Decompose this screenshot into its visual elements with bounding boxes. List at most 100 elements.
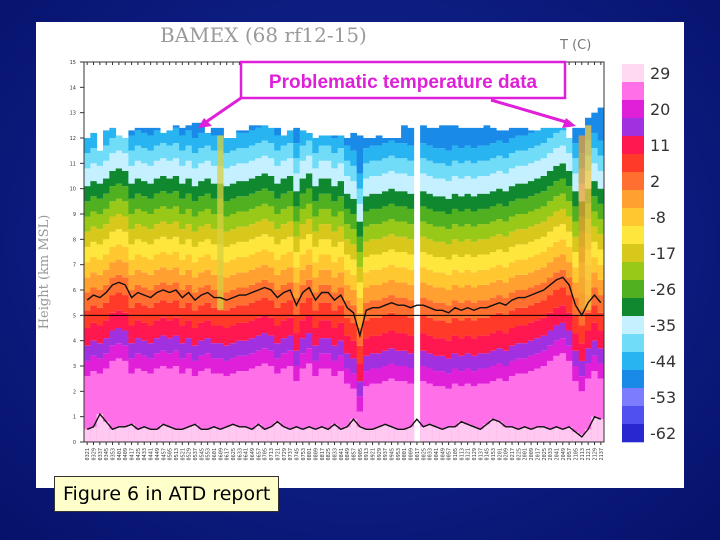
heatmap-cell	[84, 201, 91, 217]
heatmap-cell	[565, 153, 573, 171]
heatmap-cell	[382, 138, 389, 144]
heatmap-cell	[432, 196, 440, 212]
heatmap-cell	[464, 208, 472, 225]
heatmap-cell	[527, 148, 535, 164]
heatmap-cell	[496, 264, 503, 280]
heatmap-cell	[337, 241, 345, 258]
x-tick-label: 0537	[193, 448, 199, 461]
heatmap-cell	[572, 191, 580, 207]
heatmap-cell	[191, 122, 199, 138]
heatmap-cell	[324, 338, 332, 354]
heatmap-cell	[540, 267, 548, 283]
x-tick-label: 0505	[168, 448, 174, 461]
heatmap-cell	[210, 135, 218, 151]
heatmap-cell	[198, 226, 205, 242]
heatmap-cell	[103, 368, 110, 442]
heatmap-cell	[153, 239, 161, 255]
heatmap-cell	[147, 290, 155, 308]
heatmap-cell	[147, 135, 155, 151]
heatmap-cell	[198, 340, 205, 356]
heatmap-cell	[312, 360, 320, 377]
heatmap-cell	[267, 127, 275, 144]
heatmap-cell	[394, 173, 402, 192]
heatmap-cell	[261, 264, 269, 280]
x-tick-label: 0649	[250, 448, 256, 461]
heatmap-cell	[147, 150, 155, 166]
heatmap-cell	[394, 252, 402, 268]
heatmap-cell	[236, 148, 243, 164]
heatmap-cell	[147, 259, 155, 275]
heatmap-cell	[477, 208, 484, 225]
heatmap-cell	[261, 140, 269, 156]
figure-panel: 0 1 2 3 4 5 6 7 8 9 10 11 12 13 14 15 0321 0329 0337 0345 03…	[36, 22, 684, 488]
heatmap-cell	[84, 345, 91, 361]
heatmap-cell	[305, 264, 313, 280]
heatmap-cell	[584, 429, 592, 442]
heatmap-cell	[540, 127, 548, 144]
heatmap-cell	[318, 284, 326, 303]
heatmap-cell	[248, 160, 256, 179]
heatmap-cell	[477, 127, 484, 146]
heatmap-cell	[280, 320, 288, 339]
heatmap-cell	[521, 358, 529, 374]
heatmap-cell	[204, 208, 212, 225]
heatmap-cell	[521, 214, 529, 230]
heatmap-cell	[280, 224, 288, 240]
heatmap-cell	[565, 216, 573, 232]
heatmap-cell	[527, 181, 535, 197]
heatmap-cell	[242, 272, 250, 288]
heatmap-cell	[128, 244, 136, 260]
heatmap-cell	[559, 429, 567, 442]
heatmap-cell	[141, 322, 148, 341]
heatmap-cell	[242, 426, 250, 442]
heatmap-cell	[369, 239, 377, 255]
heatmap-cell	[255, 267, 262, 283]
heatmap-cell	[305, 426, 313, 442]
heatmap-cell	[394, 158, 402, 174]
heatmap-cell	[115, 426, 123, 442]
heatmap-cell	[369, 269, 377, 285]
x-tick-label: 0745	[294, 448, 300, 461]
heatmap-cell	[420, 267, 427, 283]
heatmap-cell	[229, 373, 237, 442]
colorbar-tick-label: 2	[650, 172, 660, 191]
heatmap-cell	[451, 383, 459, 442]
heatmap-cell	[172, 236, 180, 252]
heatmap-cell	[191, 292, 199, 311]
colorbar-swatch	[622, 118, 644, 137]
heatmap-cell	[597, 264, 605, 280]
heatmap-cell	[217, 429, 224, 442]
heatmap-cell	[141, 241, 148, 258]
heatmap-cell	[267, 335, 275, 351]
heatmap-cell	[191, 424, 199, 442]
heatmap-cell	[578, 343, 586, 361]
heatmap-cell	[439, 257, 446, 273]
heatmap-cell	[109, 262, 117, 278]
heatmap-cell	[451, 193, 459, 209]
heatmap-cell	[534, 338, 541, 354]
heatmap-cell	[521, 183, 529, 199]
heatmap-cell	[597, 378, 605, 442]
heatmap-cell	[540, 236, 548, 252]
heatmap-cell	[559, 305, 567, 323]
heatmap-cell	[280, 368, 288, 442]
heatmap-cell	[489, 221, 497, 237]
heatmap-cell	[407, 239, 415, 255]
heatmap-cell	[305, 348, 313, 364]
heatmap-cell	[451, 224, 459, 240]
heatmap-cell	[242, 305, 250, 323]
x-tick-label: 0921	[371, 448, 377, 461]
heatmap-cell	[236, 371, 243, 442]
heatmap-cell	[553, 355, 561, 442]
heatmap-cell	[96, 244, 104, 260]
heatmap-cells	[84, 107, 605, 442]
heatmap-cell	[223, 216, 231, 232]
heatmap-cell	[363, 163, 370, 179]
heatmap-cell	[179, 307, 186, 326]
heatmap-cell	[483, 269, 491, 285]
heatmap-cell	[299, 353, 307, 369]
heatmap-cell	[337, 429, 345, 442]
heatmap-cell	[204, 429, 212, 442]
heatmap-cell	[204, 160, 212, 179]
